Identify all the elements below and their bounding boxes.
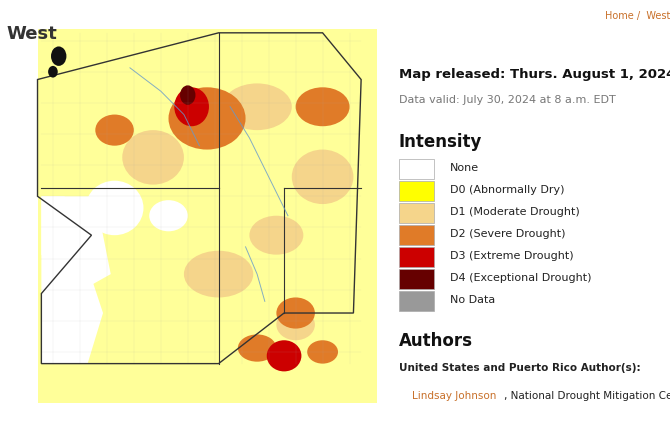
FancyBboxPatch shape xyxy=(399,269,434,289)
Ellipse shape xyxy=(123,130,184,184)
Text: D1 (Moderate Drought): D1 (Moderate Drought) xyxy=(450,207,580,217)
Text: D3 (Extreme Drought): D3 (Extreme Drought) xyxy=(450,251,574,261)
Text: Data valid: July 30, 2024 at 8 a.m. EDT: Data valid: July 30, 2024 at 8 a.m. EDT xyxy=(399,95,616,105)
Text: Lindsay Johnson: Lindsay Johnson xyxy=(412,391,496,401)
Ellipse shape xyxy=(180,85,196,105)
Ellipse shape xyxy=(291,150,354,204)
Text: Home /  West: Home / West xyxy=(604,11,670,21)
Text: D0 (Abnormally Dry): D0 (Abnormally Dry) xyxy=(450,185,565,195)
Polygon shape xyxy=(42,196,111,294)
Bar xyxy=(38,29,377,403)
Ellipse shape xyxy=(276,309,315,340)
Ellipse shape xyxy=(276,297,315,329)
Polygon shape xyxy=(38,33,361,364)
Text: Authors: Authors xyxy=(399,332,472,350)
Ellipse shape xyxy=(95,115,134,146)
Ellipse shape xyxy=(267,340,302,371)
FancyBboxPatch shape xyxy=(399,181,434,201)
Polygon shape xyxy=(42,196,103,364)
FancyBboxPatch shape xyxy=(399,225,434,245)
Ellipse shape xyxy=(86,181,143,235)
FancyBboxPatch shape xyxy=(399,247,434,267)
Ellipse shape xyxy=(184,251,253,297)
Ellipse shape xyxy=(249,216,304,255)
Text: Map released: Thurs. August 1, 2024: Map released: Thurs. August 1, 2024 xyxy=(399,68,670,81)
Text: No Data: No Data xyxy=(450,295,495,305)
Text: D4 (Exceptional Drought): D4 (Exceptional Drought) xyxy=(450,273,592,283)
Text: D2 (Severe Drought): D2 (Severe Drought) xyxy=(450,229,565,239)
FancyBboxPatch shape xyxy=(399,291,434,311)
Text: , National Drought Mitigation Center: , National Drought Mitigation Center xyxy=(505,391,670,401)
Ellipse shape xyxy=(169,87,245,150)
Ellipse shape xyxy=(307,340,338,364)
Text: Intensity: Intensity xyxy=(399,133,482,151)
Ellipse shape xyxy=(51,47,66,66)
Ellipse shape xyxy=(238,335,276,362)
Ellipse shape xyxy=(222,83,292,130)
Text: West: West xyxy=(7,25,58,43)
Ellipse shape xyxy=(295,87,350,126)
Text: United States and Puerto Rico Author(s):: United States and Puerto Rico Author(s): xyxy=(399,363,641,374)
FancyBboxPatch shape xyxy=(399,159,434,179)
Ellipse shape xyxy=(174,87,209,126)
Ellipse shape xyxy=(149,200,188,231)
Ellipse shape xyxy=(48,66,58,77)
FancyBboxPatch shape xyxy=(399,203,434,223)
Text: None: None xyxy=(450,163,479,173)
